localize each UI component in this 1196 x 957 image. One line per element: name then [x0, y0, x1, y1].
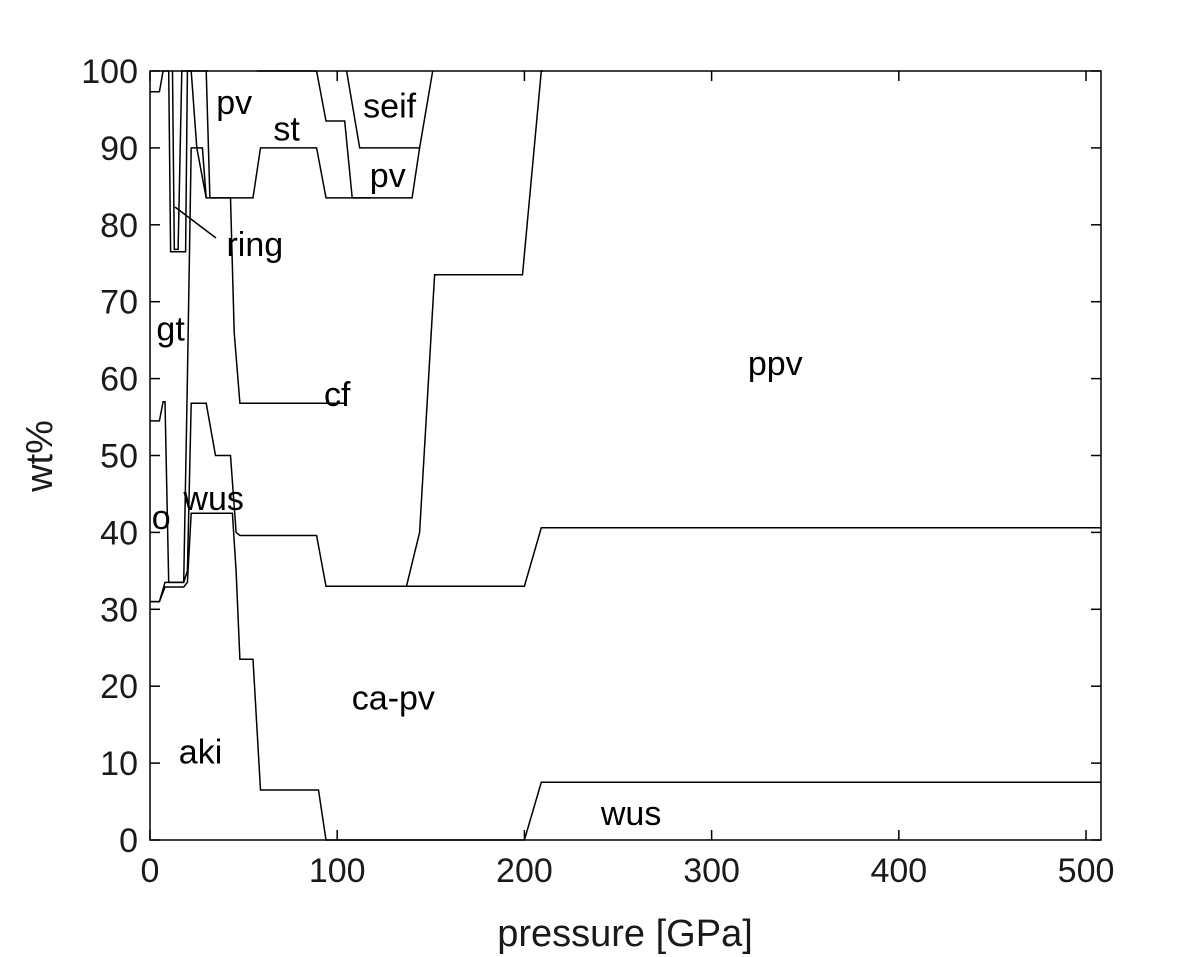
region-label-aki: aki [179, 734, 222, 772]
boundary-aki-ca-pv [150, 512, 1101, 841]
region-label-o: o [152, 499, 171, 537]
region-label-pv: pv [370, 157, 406, 195]
boundary-st-seif [315, 70, 371, 199]
y-tick-label: 0 [119, 822, 138, 860]
region-label-ring: ring [226, 226, 283, 264]
y-tick-label: 30 [100, 591, 138, 629]
axis-ticks: 0 100 200 300 400 500 0 10 20 30 40 50 60 70 80 90 100 [81, 53, 1114, 890]
region-label-gt: gt [156, 311, 185, 349]
x-tick-label: 200 [496, 852, 553, 890]
plot-frame [149, 70, 1102, 841]
region-label-wus: wus [600, 795, 661, 833]
boundary-ca-pv-cf [150, 402, 1101, 603]
y-tick-label: 20 [100, 668, 138, 706]
phase-boundaries [150, 70, 1101, 841]
y-tick-label: 90 [100, 130, 138, 168]
x-tick-label: 0 [141, 852, 160, 890]
region-label-ca-pv: ca-pv [352, 680, 435, 718]
boundary-seif-pv [345, 70, 434, 149]
region-label-st: st [273, 111, 300, 149]
region-label-wus: wus [182, 480, 243, 518]
x-tick-label: 400 [870, 852, 927, 890]
y-tick-label: 70 [100, 284, 138, 322]
y-tick-label: 100 [81, 53, 138, 91]
ring-pointer-line [174, 206, 217, 239]
y-tick-label: 80 [100, 207, 138, 245]
region-label-cf: cf [324, 376, 351, 414]
region-label-ppv: ppv [748, 345, 803, 383]
region-label-pv: pv [216, 84, 252, 122]
y-axis-title: wt% [19, 420, 61, 493]
y-tick-label: 10 [100, 745, 138, 783]
x-tick-label: 500 [1058, 852, 1115, 890]
region-label-seif: seif [363, 88, 416, 126]
x-tick-label: 100 [309, 852, 366, 890]
boundary-cf-ppv [405, 70, 544, 587]
y-tick-label: 50 [100, 438, 138, 476]
x-tick-label: 300 [683, 852, 740, 890]
y-tick-label: 60 [100, 361, 138, 399]
y-tick-label: 40 [100, 514, 138, 552]
x-axis-title: pressure [GPa] [497, 913, 753, 955]
